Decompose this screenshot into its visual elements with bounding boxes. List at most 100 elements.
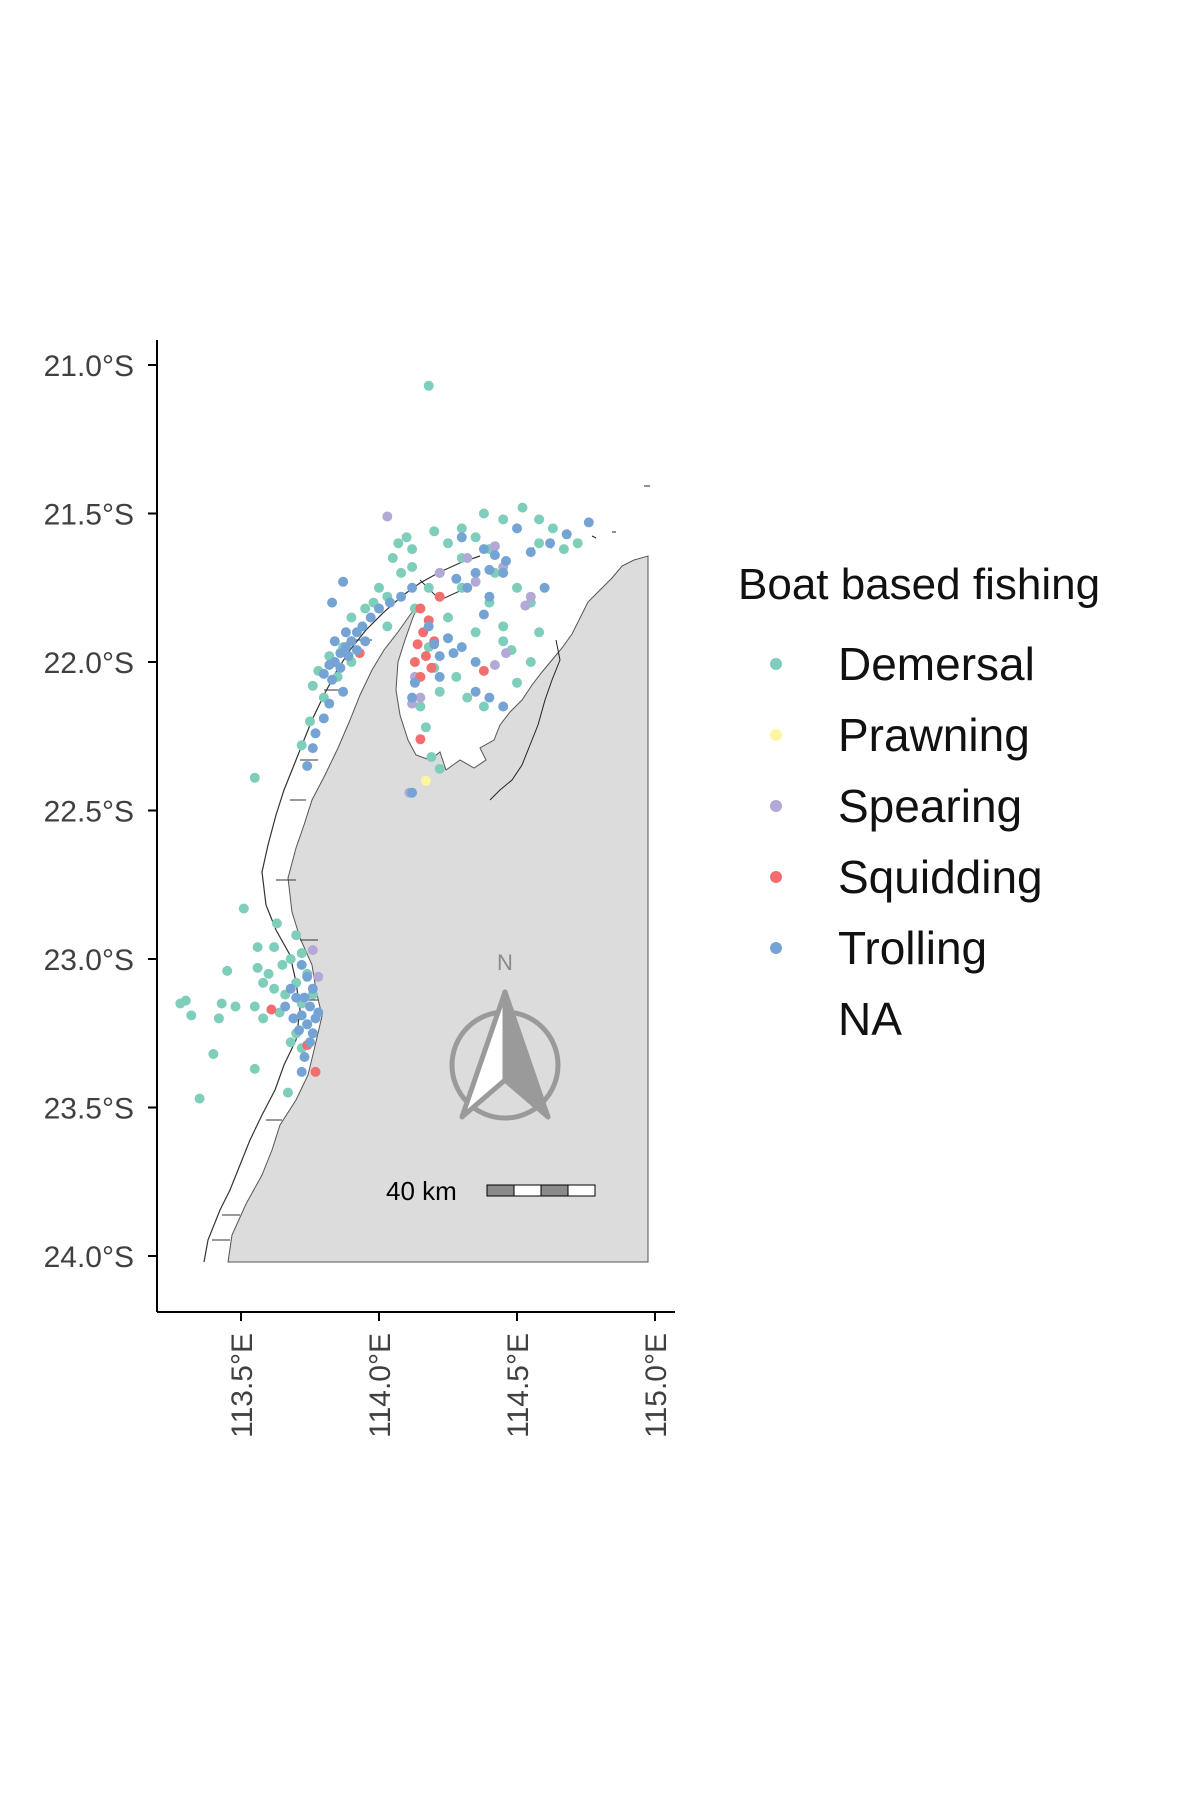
point-trolling-1 [478, 544, 489, 555]
point-squidding-4 [420, 651, 431, 662]
point-demersal-41 [462, 692, 473, 703]
north-arrow-label: N [497, 950, 513, 975]
legend-key-icon [770, 870, 782, 883]
point-spearing-4 [525, 591, 536, 602]
legend-item-label: Prawning [838, 708, 1030, 761]
point-trolling-47 [484, 692, 495, 703]
point-trolling-39 [327, 597, 338, 608]
point-trolling-25 [327, 674, 338, 685]
legend-item-trolling: Trolling [738, 912, 1168, 983]
point-demersal-89 [252, 942, 263, 953]
point-trolling-38 [338, 576, 349, 587]
legend: Boat based fishing Demersal Prawning Spear… [738, 560, 1168, 1054]
point-squidding-9 [415, 734, 426, 745]
scale-bar-label: 40 km [386, 1176, 457, 1206]
point-demersal-20 [360, 603, 371, 614]
point-demersal-80 [208, 1049, 219, 1059]
point-trolling-2 [489, 550, 500, 561]
point-demersal-3 [498, 514, 509, 525]
point-trolling-43 [443, 633, 453, 644]
point-trolling-8 [545, 538, 556, 549]
point-demersal-53 [512, 677, 522, 688]
point-trolling-71 [296, 1066, 307, 1077]
legend-key-icon [770, 1013, 782, 1025]
point-demersal-11 [470, 532, 481, 543]
point-spearing-5 [520, 600, 531, 611]
point-trolling-0 [456, 532, 467, 543]
point-trolling-16 [365, 612, 376, 623]
point-spearing-6 [501, 648, 511, 659]
point-trolling-72 [313, 1007, 324, 1018]
point-squidding-8 [409, 657, 420, 667]
point-trolling-42 [434, 651, 445, 662]
point-demersal-72 [258, 1013, 269, 1024]
legend-item-label: Demersal [838, 637, 1035, 690]
point-demersal-12 [534, 538, 545, 549]
point-demersal-6 [429, 526, 440, 537]
point-demersal-0 [423, 380, 434, 391]
y-tick-label: 21.5°S [44, 499, 134, 532]
point-trolling-68 [305, 1037, 315, 1048]
legend-key-icon [770, 728, 782, 741]
point-trolling-24 [318, 668, 329, 679]
point-demersal-62 [263, 968, 274, 979]
point-demersal-48 [512, 582, 522, 593]
x-axis-ticks: 113.5°E 114.0°E 114.5°E 115.0°E [226, 1312, 673, 1438]
point-demersal-54 [525, 657, 536, 667]
x-tick-label: 113.5°E [226, 1333, 259, 1438]
legend-items: Demersal Prawning Spearing Squidding Trollin… [738, 628, 1168, 1054]
point-demersal-7 [401, 532, 412, 543]
point-trolling-4 [484, 564, 495, 575]
point-spearing-14 [434, 567, 445, 578]
point-trolling-45 [470, 657, 481, 667]
point-demersal-27 [305, 716, 315, 727]
point-demersal-35 [498, 636, 509, 647]
y-tick-label: 23.0°S [44, 944, 134, 977]
point-demersal-45 [426, 752, 437, 762]
y-tick-label: 23.5°S [44, 1093, 134, 1126]
x-tick-label: 115.0°E [640, 1333, 673, 1438]
point-spearing-12 [307, 945, 318, 956]
legend-item-demersal: Demersal [738, 628, 1168, 699]
point-trolling-11 [512, 523, 522, 534]
legend-title: Boat based fishing [738, 560, 1101, 609]
point-demersal-58 [291, 930, 302, 941]
point-trolling-37 [302, 761, 313, 771]
point-demersal-21 [346, 612, 357, 623]
point-demersal-39 [451, 671, 462, 682]
legend-key-icon [770, 799, 782, 812]
point-trolling-5 [470, 567, 481, 578]
point-squidding-15 [434, 591, 445, 602]
legend-key-icon [770, 941, 782, 954]
point-trolling-29 [360, 636, 371, 647]
y-tick-label: 22.0°S [44, 647, 134, 680]
point-demersal-74 [230, 1001, 241, 1012]
axes: 21.0°S 21.5°S 22.0°S 22.5°S 23.0°S 23.5°S 24.0… [44, 340, 675, 1438]
point-trolling-31 [329, 636, 340, 647]
point-trolling-14 [385, 597, 395, 608]
point-trolling-30 [340, 627, 351, 638]
point-demersal-43 [415, 701, 426, 712]
point-trolling-6 [462, 582, 473, 593]
point-demersal-63 [252, 962, 263, 973]
point-demersal-60 [285, 954, 296, 964]
point-spearing-0 [382, 511, 393, 522]
point-trolling-34 [318, 713, 329, 724]
point-trolling-32 [338, 686, 349, 697]
point-spearing-9 [415, 692, 426, 703]
scale-bar: 40 km [386, 1176, 596, 1206]
point-demersal-64 [258, 977, 269, 988]
point-trolling-7 [451, 573, 462, 584]
point-demersal-73 [249, 1001, 260, 1012]
point-trolling-28 [351, 645, 362, 656]
point-demersal-56 [238, 903, 249, 914]
fishing-points [175, 380, 594, 1104]
point-trolling-15 [374, 603, 384, 614]
point-trolling-50 [448, 648, 459, 659]
point-demersal-88 [222, 965, 233, 976]
point-squidding-11 [266, 1004, 277, 1015]
marine-park-boundary [203, 555, 481, 1263]
point-demersal-57 [271, 918, 282, 929]
point-demersal-81 [249, 1063, 260, 1074]
